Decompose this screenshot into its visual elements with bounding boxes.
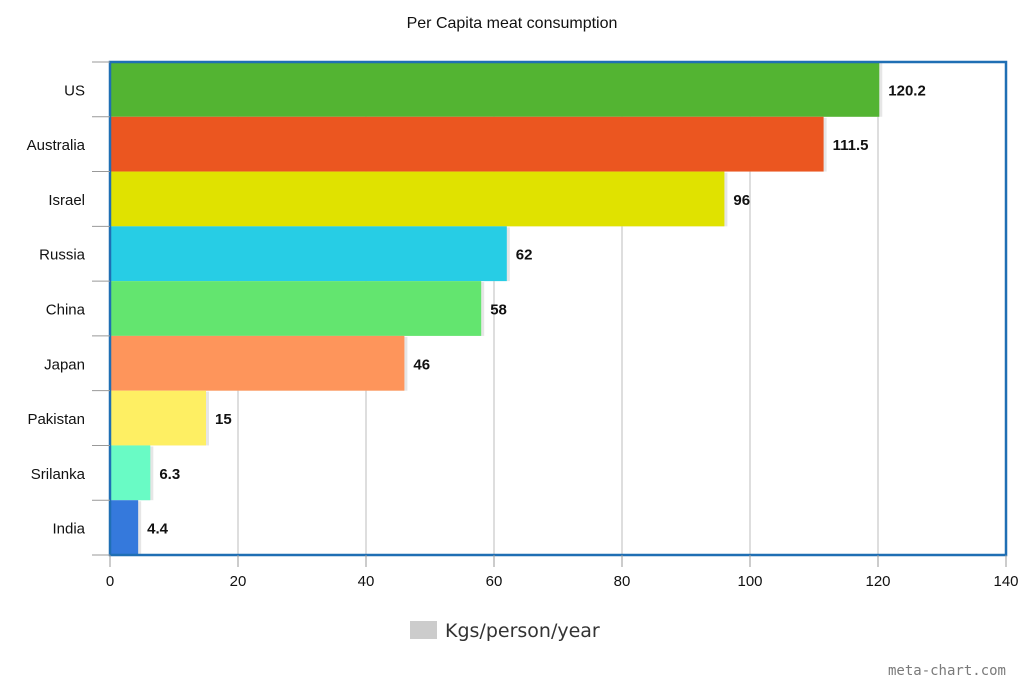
chart-title: Per Capita meat consumption (407, 15, 618, 32)
category-label-australia: Australia (27, 137, 86, 154)
bar-pakistan (110, 390, 206, 446)
value-label-srilanka: 6.3 (159, 466, 180, 483)
value-label-israel: 96 (733, 192, 750, 209)
tick-label: 140 (993, 573, 1018, 590)
bar-russia (110, 226, 507, 282)
legend-label: Kgs/person/year (445, 620, 600, 642)
bars (110, 62, 883, 555)
bar-japan (110, 335, 405, 391)
tick-label: 40 (358, 573, 375, 590)
tick-label: 120 (865, 573, 890, 590)
category-label-japan: Japan (44, 356, 85, 373)
bar-china (110, 281, 482, 336)
category-label-china: China (46, 302, 86, 319)
category-label-india: India (52, 521, 85, 538)
tick-label: 100 (737, 573, 762, 590)
legend[interactable]: Kgs/person/year (410, 620, 600, 642)
bar-india (110, 500, 139, 555)
bar-srilanka (110, 445, 151, 501)
category-label-pakistan: Pakistan (27, 411, 85, 428)
bar-us (110, 62, 880, 117)
value-label-us: 120.2 (888, 82, 926, 99)
watermark-text: meta-chart.com (888, 663, 1006, 679)
value-label-russia: 62 (516, 247, 533, 264)
tick-label: 0 (106, 573, 114, 590)
tick-label: 20 (230, 573, 247, 590)
value-axis: 0 20 40 60 80 100 120 140 (106, 555, 1019, 590)
plot-frame (108, 60, 1008, 557)
category-axis: US Australia Israel Russia China Japan Pakista… (27, 61, 110, 556)
value-label-australia: 111.5 (833, 137, 869, 154)
value-label-india: 4.4 (147, 521, 169, 538)
category-label-russia: Russia (39, 247, 86, 264)
category-label-srilanka: Srilanka (31, 466, 86, 483)
category-label-us: US (64, 82, 85, 99)
value-label-china: 58 (490, 302, 507, 319)
tick-label: 80 (614, 573, 631, 590)
tick-label: 60 (486, 573, 503, 590)
bar-israel (110, 171, 725, 227)
legend-swatch (410, 621, 437, 639)
bar-australia (110, 116, 824, 172)
value-labels: 120.2 111.5 96 62 58 46 15 6.3 4.4 (147, 82, 926, 537)
value-label-pakistan: 15 (215, 411, 232, 428)
value-label-japan: 46 (413, 356, 430, 373)
category-label-israel: Israel (48, 192, 85, 209)
